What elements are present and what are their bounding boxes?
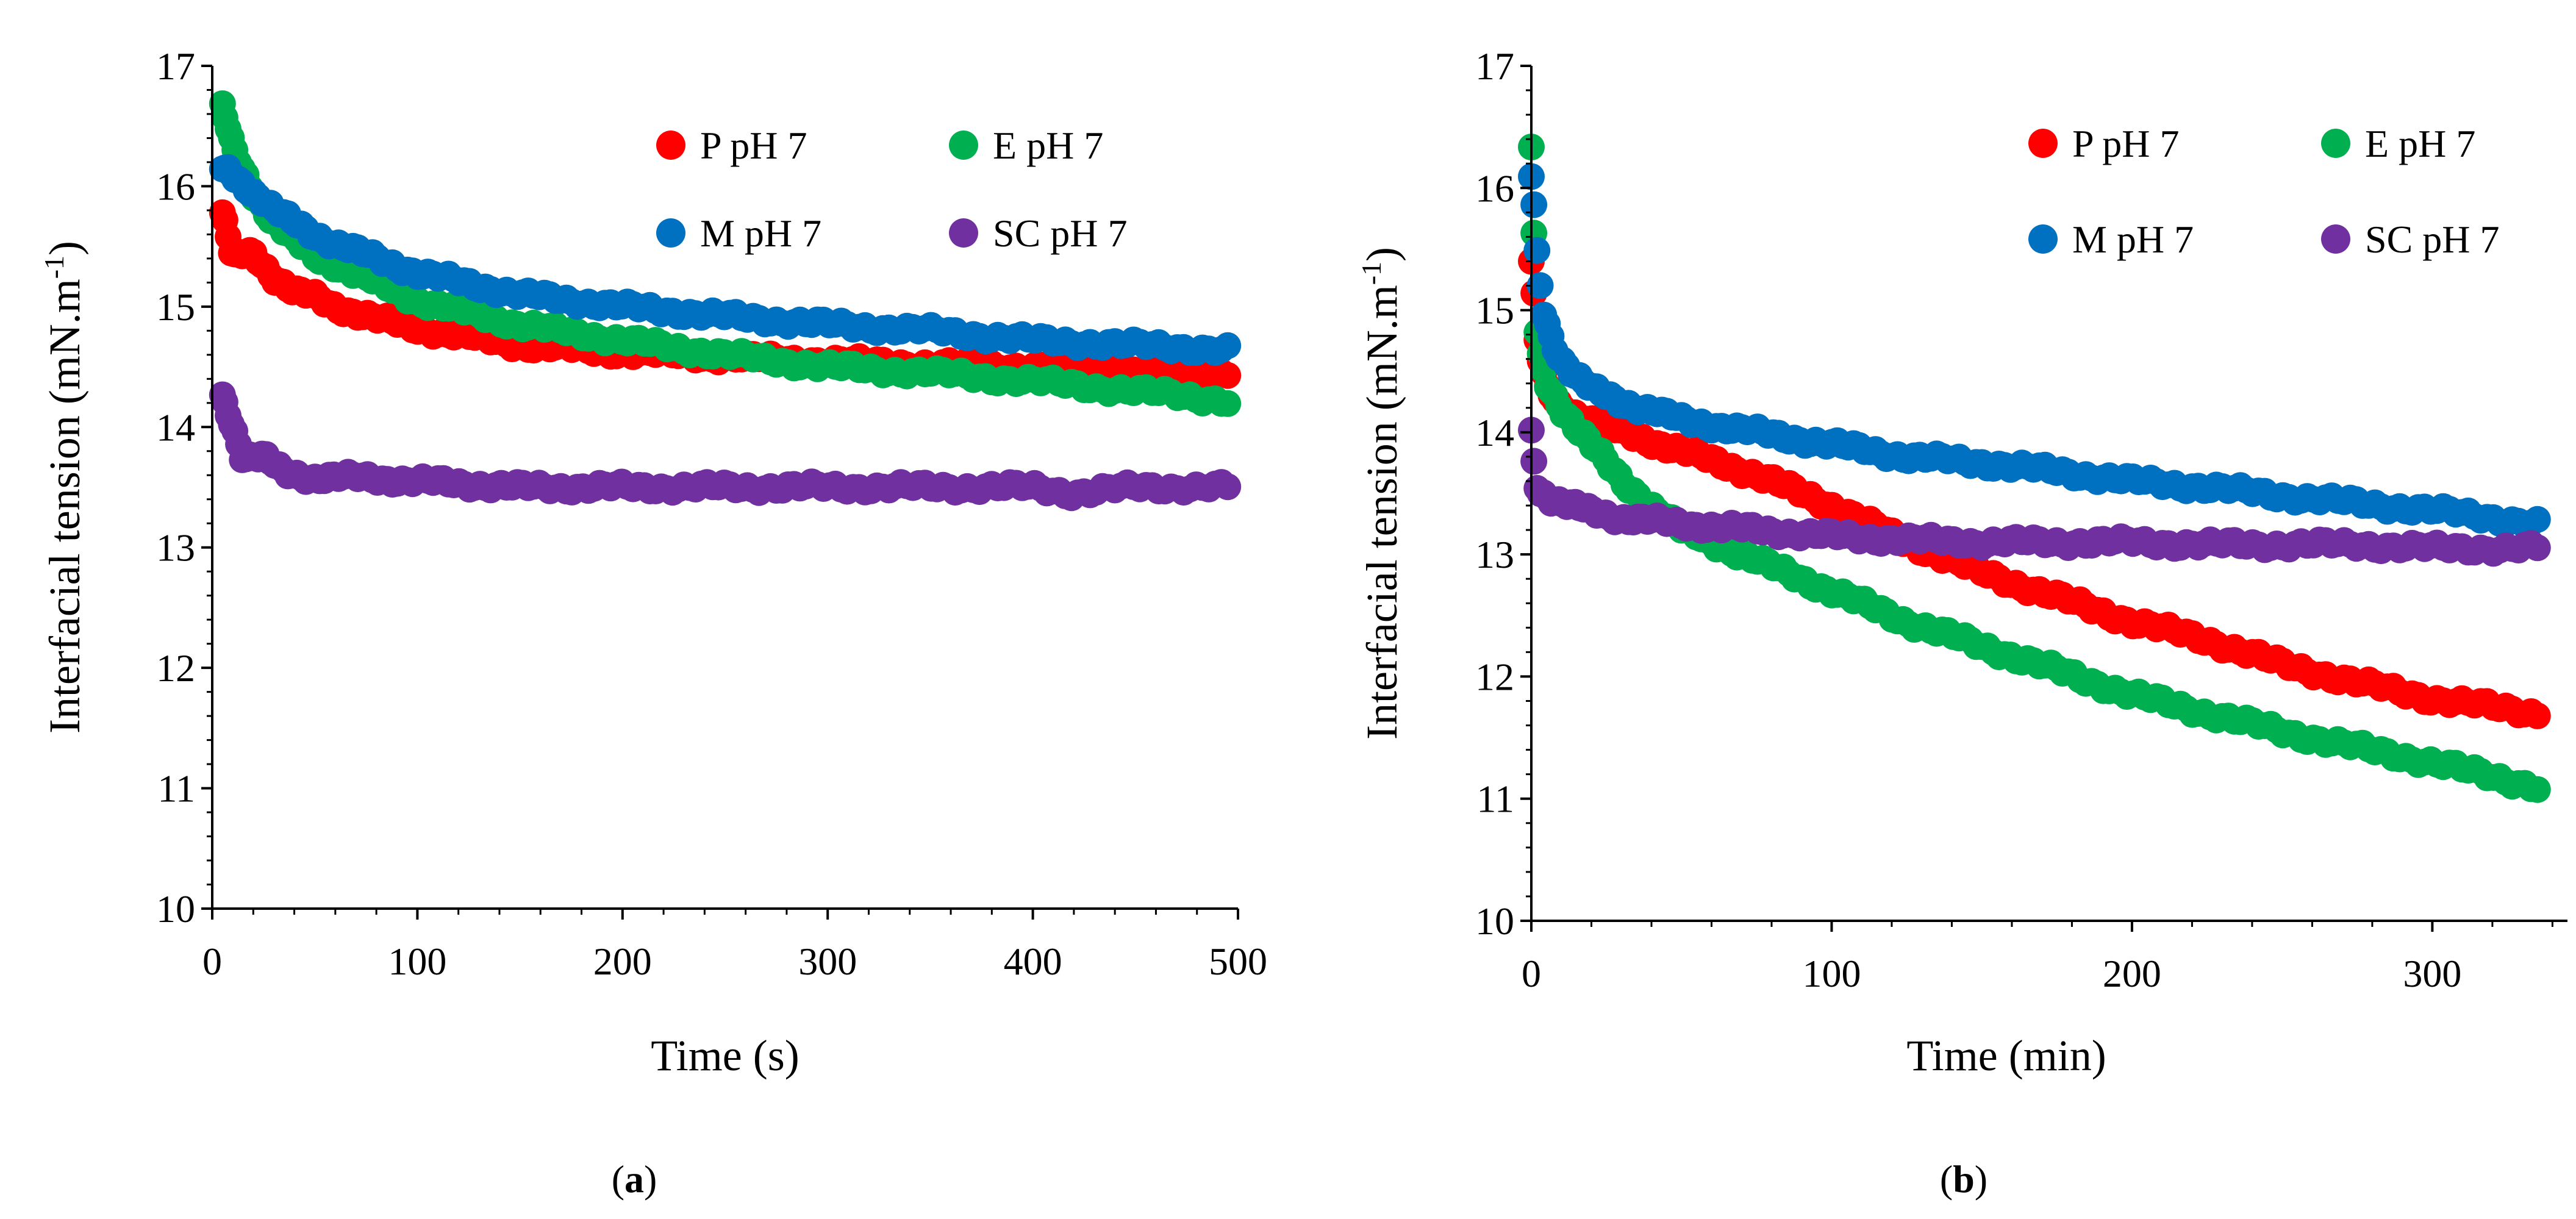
x-tick-label: 400 (1004, 940, 1062, 983)
series-m-ph-7-b (1518, 163, 2551, 539)
legend-label-m-ph-7: M pH 7 (2072, 218, 2194, 261)
y-tick-label: 13 (1475, 533, 1514, 576)
x-tick-label: 100 (1802, 952, 1861, 995)
legend-label-sc-ph-7: SC pH 7 (2365, 218, 2500, 261)
x-tick-label: 500 (1209, 940, 1267, 983)
panel-label-b-close: ) (1975, 1157, 1987, 1201)
axis-ticks-a: 10 11 12 13 14 15 16 17 0 100 200 300 400 500 (156, 45, 1267, 983)
y-axis-title-a-close: ) (40, 241, 89, 256)
x-tick-label: 200 (593, 940, 652, 983)
y-tick-label: 17 (1475, 45, 1514, 88)
x-tick-label: 0 (1522, 952, 1541, 995)
data-point (1214, 332, 1242, 359)
y-axis-title-a: Interfacial tension (mN.m-1) (38, 241, 89, 734)
legend-marker-p-ph-7 (656, 130, 685, 160)
y-tick-label: 15 (156, 285, 195, 329)
data-point (2524, 702, 2551, 729)
panel-label-a: (a) (612, 1157, 657, 1201)
x-axis-title-a: Time (s) (651, 1031, 799, 1080)
panel-label-a-close: ) (644, 1157, 657, 1201)
y-axis-title-a-superscript: -1 (38, 256, 70, 279)
legend-b: P pH 7 E pH 7 M pH 7 SC pH 7 (2028, 122, 2500, 261)
legend-label-e-ph-7: E pH 7 (2365, 122, 2475, 165)
x-tick-label: 100 (388, 940, 446, 983)
legend-label-sc-ph-7: SC pH 7 (993, 212, 1128, 255)
data-point (1214, 390, 1242, 417)
x-tick-label: 300 (2403, 952, 2461, 995)
y-tick-label: 17 (156, 45, 195, 88)
y-tick-label: 12 (1475, 655, 1514, 698)
legend-marker-sc-ph-7 (949, 218, 978, 248)
series-sc-ph-7-a (209, 381, 1242, 512)
y-tick-label: 12 (156, 646, 195, 690)
series-m-ph-7-a (209, 154, 1242, 366)
x-axis-title-b: Time (min) (1906, 1031, 2106, 1080)
y-tick-label: 16 (1475, 166, 1514, 210)
data-point (1520, 191, 1548, 218)
y-axis-title-a-text: Interfacial tension (mN.m (40, 279, 89, 734)
panel-label-a-open: ( (612, 1157, 624, 1201)
data-point (2524, 506, 2551, 533)
legend-label-e-ph-7: E pH 7 (993, 124, 1103, 167)
y-tick-label: 15 (1475, 289, 1514, 332)
series-sc-ph-7-b (1518, 416, 2551, 567)
y-tick-label: 11 (157, 767, 195, 810)
y-axis-title-b-text: Interfacial tension (mN.m (1358, 285, 1406, 740)
panel-label-b-open: ( (1940, 1157, 1953, 1201)
legend-marker-e-ph-7 (2321, 129, 2350, 158)
axis-ticks-b: 10 11 12 13 14 15 16 17 0 100 200 300 (1475, 45, 2553, 995)
legend-marker-e-ph-7 (949, 130, 978, 160)
series-marks-b (1518, 134, 2551, 803)
data-point (1526, 272, 1554, 299)
series-e-ph-7-a (209, 90, 1242, 417)
data-point (2524, 534, 2551, 562)
y-tick-label: 11 (1476, 778, 1514, 821)
panel-label-b: (b) (1940, 1157, 1987, 1201)
x-tick-label: 200 (2103, 952, 2161, 995)
y-tick-label: 14 (1475, 411, 1514, 454)
x-tick-label: 300 (798, 940, 857, 983)
y-tick-label: 10 (1475, 899, 1514, 943)
y-axis-title-b-close: ) (1358, 247, 1406, 262)
panel-label-b-letter: b (1953, 1157, 1975, 1201)
y-axis-title-b-superscript: -1 (1356, 262, 1387, 285)
chart-panel-b: 10 11 12 13 14 15 16 17 0 100 200 300 Time (min) In… (1356, 45, 2567, 1201)
legend-label-p-ph-7: P pH 7 (700, 124, 807, 167)
series-marks-a (209, 90, 1242, 512)
legend-a: P pH 7 E pH 7 M pH 7 SC pH 7 (656, 124, 1128, 255)
y-tick-label: 16 (156, 165, 195, 208)
data-point (2524, 776, 2551, 803)
chart-panel-a: 10 11 12 13 14 15 16 17 0 100 200 300 400 500 Time (s… (38, 45, 1267, 1201)
legend-label-m-ph-7: M pH 7 (700, 212, 821, 255)
legend-marker-p-ph-7 (2028, 129, 2058, 158)
y-tick-label: 13 (156, 526, 195, 570)
y-axis-title-b: Interfacial tension (mN.m-1) (1356, 247, 1406, 740)
y-tick-label: 14 (156, 406, 195, 449)
legend-label-p-ph-7: P pH 7 (2072, 122, 2179, 165)
data-point (1523, 237, 1551, 264)
data-point (1214, 473, 1242, 501)
x-tick-label: 0 (202, 940, 222, 983)
series-p-ph-7-b (1518, 248, 2551, 729)
data-point (1214, 362, 1242, 389)
panel-label-a-letter: a (624, 1157, 644, 1201)
legend-marker-m-ph-7 (656, 218, 685, 248)
data-point (1520, 448, 1548, 475)
legend-marker-sc-ph-7 (2321, 224, 2350, 254)
legend-marker-m-ph-7 (2028, 224, 2058, 254)
y-tick-label: 10 (156, 887, 195, 931)
